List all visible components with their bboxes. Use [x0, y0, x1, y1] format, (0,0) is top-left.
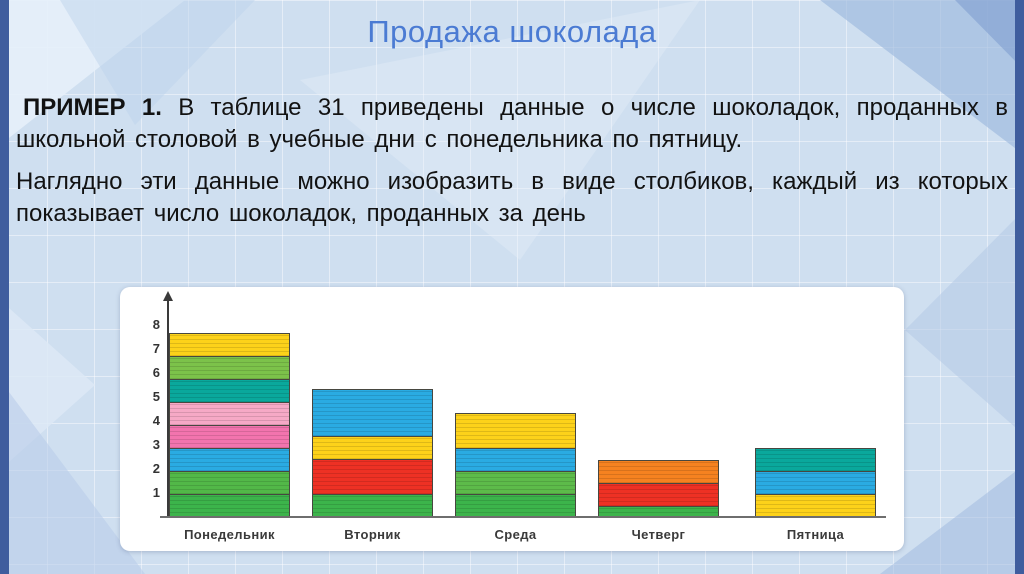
bar-stack	[755, 448, 876, 518]
bar-segment	[755, 494, 876, 518]
bar-segment	[169, 471, 290, 495]
paragraph-example: ПРИМЕР 1. В таблице 31 приведены данные …	[16, 92, 1008, 156]
y-axis-arrow-icon	[163, 291, 173, 301]
bar-segment	[455, 494, 576, 518]
right-edge-bar	[1015, 0, 1024, 574]
y-axis-line	[167, 299, 169, 517]
y-tick-label: 3	[152, 437, 160, 452]
bar-segment	[169, 425, 290, 449]
bar-Пятница: Пятница	[755, 448, 876, 551]
paragraph-2: Наглядно эти данные можно изобразить в в…	[16, 168, 1008, 227]
bar-segment	[455, 413, 576, 449]
body-text: ПРИМЕР 1. В таблице 31 приведены данные …	[16, 92, 1008, 230]
bar-label: Вторник	[344, 527, 401, 542]
bar-segment	[755, 448, 876, 472]
bar-segment	[169, 494, 290, 518]
bars-area: Понедельник Вторник Среда Четверг Пятница	[169, 287, 882, 551]
y-tick-label: 2	[152, 461, 160, 476]
bar-stack	[455, 413, 576, 518]
bar-stack	[598, 460, 719, 518]
example-label: ПРИМЕР 1.	[23, 94, 162, 121]
x-axis-line	[160, 516, 886, 518]
paragraph-1-text: В таблице 31 приведены данные о числе шо…	[16, 94, 1008, 153]
bar-segment	[169, 356, 290, 380]
y-axis-tick-labels: 8 7 6 5 4 3 2 1	[140, 313, 160, 505]
y-tick-label: 8	[152, 317, 160, 332]
bar-Понедельник: Понедельник	[169, 333, 290, 551]
bar-segment	[312, 459, 433, 495]
bar-segment	[755, 471, 876, 495]
bar-segment	[169, 333, 290, 357]
bar-segment	[455, 448, 576, 472]
bar-label: Среда	[494, 527, 537, 542]
bar-Вторник: Вторник	[312, 389, 433, 551]
bar-label: Четверг	[631, 527, 686, 542]
left-edge-bar	[0, 0, 9, 574]
y-tick-label: 7	[152, 341, 160, 356]
bar-label: Пятница	[786, 527, 845, 542]
bar-segment	[598, 506, 719, 518]
bar-stack	[169, 333, 290, 518]
bar-segment	[169, 402, 290, 426]
bar-segment	[312, 436, 433, 460]
bar-stack	[312, 389, 433, 518]
slide-title: Продажа шоколада	[367, 14, 657, 49]
bar-segment	[455, 471, 576, 495]
bar-label: Понедельник	[184, 527, 275, 542]
bar-Среда: Среда	[455, 413, 576, 551]
bar-segment	[169, 448, 290, 472]
y-tick-label: 1	[152, 485, 160, 500]
bar-Четверг: Четверг	[598, 460, 719, 551]
bar-segment	[169, 379, 290, 403]
bar-segment	[312, 389, 433, 437]
y-tick-label: 6	[152, 365, 160, 380]
bar-segment	[598, 483, 719, 507]
y-tick-label: 4	[152, 413, 160, 428]
bar-segment	[598, 460, 719, 484]
bar-segment	[312, 494, 433, 518]
y-tick-label: 5	[152, 389, 160, 404]
